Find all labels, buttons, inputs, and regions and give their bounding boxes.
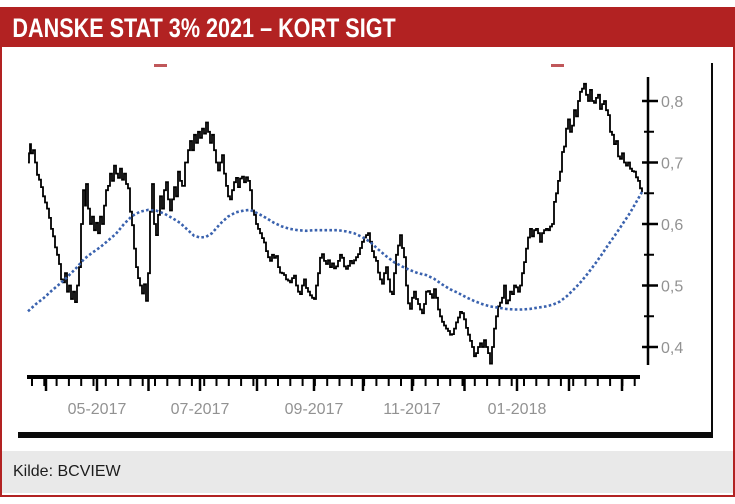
chart-title-bar: DANSKE STAT 3% 2021 – KORT SIGT — [2, 9, 733, 47]
x-axis-label: 07-2017 — [171, 401, 230, 418]
y-axis-label: 0,4 — [661, 340, 683, 357]
y-axis-label: 0,6 — [661, 217, 683, 234]
red-dash-marker — [551, 64, 564, 67]
source-label: Kilde: BCVIEW — [13, 463, 121, 480]
bottom-divider-bar — [18, 432, 713, 438]
x-axis-label: 09-2017 — [285, 401, 344, 418]
page-title: DANSKE STAT 3% 2021 – KORT SIGT — [12, 13, 396, 43]
y-axis-label: 0,8 — [661, 94, 683, 111]
chart-frame-right-rule — [711, 63, 713, 438]
source-footer: Kilde: BCVIEW — [2, 451, 733, 493]
x-axis-label: 01-2018 — [488, 401, 547, 418]
price-series-line — [28, 82, 643, 365]
x-axis-label: 05-2017 — [68, 401, 127, 418]
moving-average-series-line — [27, 191, 644, 313]
chart-canvas: 05-2017 07-2017 09-2017 11-2017 01-2018 0,4 0,… — [27, 64, 683, 418]
y-axis-label: 0,7 — [661, 156, 683, 173]
red-dash-marker — [154, 64, 167, 67]
x-axis-label: 11-2017 — [383, 401, 441, 418]
chart-panel: DANSKE STAT 3% 2021 – KORT SIGT 05-2017 0… — [0, 7, 735, 497]
y-axis-label: 0,5 — [661, 279, 683, 296]
